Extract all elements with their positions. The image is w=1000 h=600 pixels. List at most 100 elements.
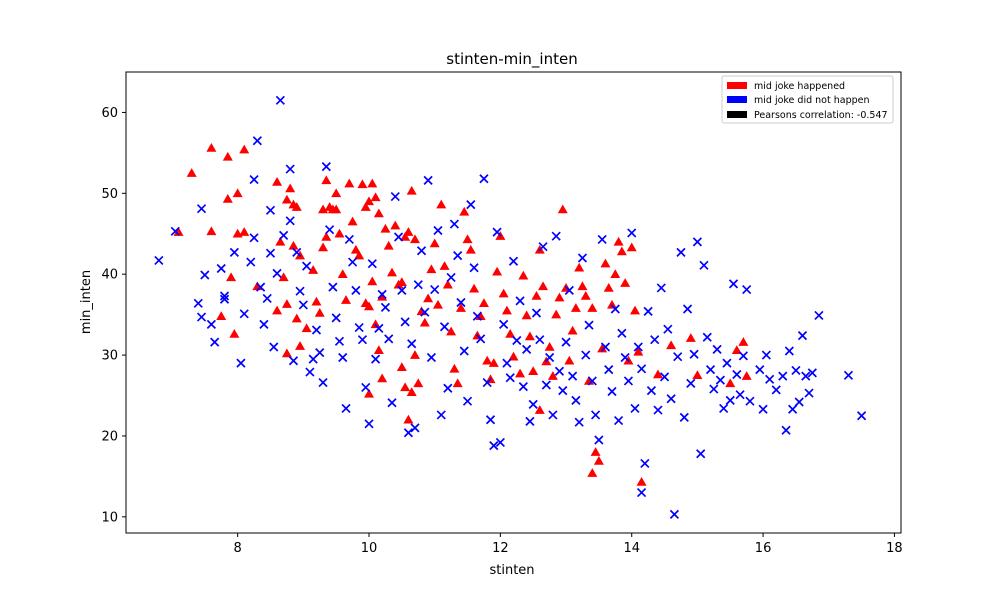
data-point-joke xyxy=(413,378,424,388)
data-point-no-joke xyxy=(351,285,361,295)
data-point-joke xyxy=(360,202,371,211)
data-point-no-joke xyxy=(735,390,745,400)
y-tick-label: 20 xyxy=(101,429,118,444)
y-tick-label: 10 xyxy=(101,510,118,525)
data-point-joke xyxy=(528,366,539,375)
data-point-no-joke xyxy=(522,344,532,355)
data-point-joke xyxy=(377,373,388,383)
data-point-no-joke xyxy=(420,307,430,317)
data-point-no-joke xyxy=(403,428,414,438)
data-point-joke xyxy=(367,178,378,188)
data-point-no-joke xyxy=(561,337,571,347)
data-point-joke xyxy=(419,317,430,327)
data-point-no-joke xyxy=(361,382,371,393)
data-point-joke xyxy=(409,234,420,244)
data-point-no-joke xyxy=(666,394,676,404)
data-point-joke xyxy=(301,323,312,333)
data-point-joke xyxy=(465,244,476,254)
data-point-no-joke xyxy=(755,365,765,375)
data-point-joke xyxy=(406,185,417,195)
data-point-no-joke xyxy=(722,358,732,368)
data-point-no-joke xyxy=(495,437,505,448)
data-point-no-joke xyxy=(528,399,538,410)
data-point-no-joke xyxy=(600,342,611,352)
data-point-no-joke xyxy=(229,247,239,257)
data-point-joke xyxy=(321,231,332,241)
data-point-no-joke xyxy=(636,364,647,374)
data-point-no-joke xyxy=(571,395,581,405)
data-point-no-joke xyxy=(492,227,502,237)
data-point-joke xyxy=(364,301,375,311)
data-point-no-joke xyxy=(476,334,486,344)
data-point-no-joke xyxy=(443,383,453,393)
data-point-joke xyxy=(373,208,384,218)
y-tick-label: 50 xyxy=(101,187,118,202)
data-point-no-joke xyxy=(581,350,591,360)
data-point-no-joke xyxy=(357,335,368,345)
data-point-no-joke xyxy=(285,164,295,174)
data-point-no-joke xyxy=(502,358,512,368)
data-point-joke xyxy=(436,199,447,209)
data-point-no-joke xyxy=(843,370,854,380)
data-point-no-joke xyxy=(219,294,230,304)
data-point-no-joke xyxy=(499,319,509,329)
data-point-no-joke xyxy=(742,284,752,295)
data-point-no-joke xyxy=(686,378,696,388)
data-point-no-joke xyxy=(732,369,742,380)
data-point-joke xyxy=(738,337,749,346)
data-point-joke xyxy=(498,288,509,298)
data-point-no-joke xyxy=(771,385,781,395)
data-point-no-joke xyxy=(604,365,614,375)
data-point-joke xyxy=(377,291,388,301)
data-point-no-joke xyxy=(590,410,601,420)
data-point-no-joke xyxy=(459,346,469,356)
data-point-no-joke xyxy=(679,412,689,422)
data-point-no-joke xyxy=(761,350,771,360)
data-point-no-joke xyxy=(788,404,798,414)
data-point-no-joke xyxy=(765,374,775,384)
data-point-joke xyxy=(222,193,233,203)
data-point-no-joke xyxy=(328,282,338,292)
data-point-joke xyxy=(222,151,233,161)
data-point-no-joke xyxy=(436,410,446,420)
data-point-no-joke xyxy=(325,225,335,235)
data-point-no-joke xyxy=(397,285,407,295)
data-point-no-joke xyxy=(643,306,653,316)
data-point-no-joke xyxy=(170,226,180,236)
data-point-no-joke xyxy=(344,234,354,245)
data-point-joke xyxy=(383,240,394,250)
data-point-no-joke xyxy=(456,297,466,308)
data-point-no-joke xyxy=(259,319,269,329)
data-point-joke xyxy=(462,234,473,244)
data-point-joke xyxy=(587,468,598,477)
data-point-joke xyxy=(396,277,407,287)
data-point-joke xyxy=(531,291,542,300)
data-point-no-joke xyxy=(554,366,565,376)
data-point-no-joke xyxy=(252,136,262,146)
data-point-no-joke xyxy=(856,411,867,421)
data-point-no-joke xyxy=(269,342,279,352)
data-point-no-joke xyxy=(689,349,699,359)
legend-label-correlation: Pearsons correlation: -0.547 xyxy=(754,110,888,121)
data-point-no-joke xyxy=(279,230,289,240)
data-point-joke xyxy=(229,329,240,338)
data-point-joke xyxy=(469,283,480,293)
data-point-no-joke xyxy=(574,417,584,427)
x-axis-label: stinten xyxy=(489,563,534,578)
data-point-no-joke xyxy=(719,403,729,414)
data-point-no-joke xyxy=(302,261,312,271)
data-point-no-joke xyxy=(216,263,226,274)
data-point-no-joke xyxy=(410,423,420,433)
data-point-no-joke xyxy=(430,284,440,295)
data-point-no-joke xyxy=(370,354,381,364)
data-point-no-joke xyxy=(407,339,417,349)
legend-swatch-correlation xyxy=(727,111,747,118)
data-point-joke xyxy=(666,340,677,350)
data-point-joke xyxy=(321,175,332,185)
data-point-no-joke xyxy=(715,375,725,385)
data-point-joke xyxy=(350,244,361,254)
data-point-no-joke xyxy=(669,509,680,519)
data-point-joke xyxy=(396,362,407,371)
data-point-joke xyxy=(337,269,348,278)
